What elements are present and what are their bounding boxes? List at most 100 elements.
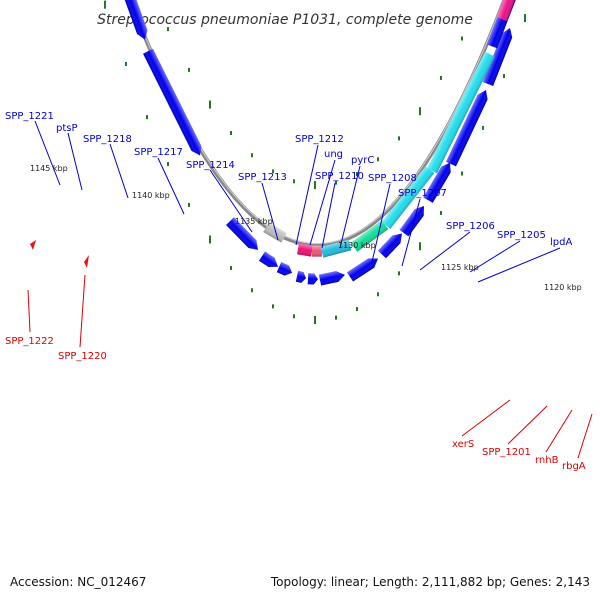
gene-label-spp-1222[interactable]: SPP_1222 [5,336,54,347]
backbone-line [128,0,507,248]
gene-label-spp-1218[interactable]: SPP_1218 [83,134,132,145]
gene-label-spp-1205[interactable]: SPP_1205 [497,230,546,241]
gene-label-spp-1210[interactable]: SPP_1210 [315,171,364,182]
leader-line [577,413,593,459]
gene-spp-1218 [143,48,202,156]
gene-ung [295,270,307,283]
leader-line [79,274,86,348]
leader-line [545,409,573,453]
gene-forward-small-b [307,273,319,285]
gene-spp-1208-shading [399,206,425,237]
gene-rna-pink-shading [311,245,323,257]
leader-line [261,182,279,241]
leader-line [401,198,421,267]
leader-line [419,231,471,271]
gene-spp-1207b [381,166,435,229]
gene-forward-small-a [276,262,292,276]
gene-spp-1213-shading [226,217,258,250]
gene-rna-magenta [297,243,313,257]
gene-label-lpda[interactable]: lpdA [550,237,572,248]
label-leader-lines [27,120,593,459]
gene-rna-pink [311,245,323,257]
leader-line [67,132,83,191]
gene-ptsp [89,0,148,40]
gene-spp-1208 [399,206,425,237]
leader-line [339,165,361,249]
gene-forward-small-c-shading [378,233,402,259]
gene-rna-green-shading [350,220,389,252]
gene-forward-small-c [378,233,402,259]
gene-label-ptsp[interactable]: ptsP [56,123,78,134]
backbone-highlight [130,0,505,245]
kbp-label-1140: 1140 kbp [132,191,170,200]
gene-spp-1210b-shading [320,239,352,258]
leader-line [109,143,129,199]
gene-spp-1210b [320,239,352,258]
gene-spp-1205-shading [482,28,513,86]
gene-forward-small-a-shading [276,262,292,276]
gene-label-spp-1217[interactable]: SPP_1217 [134,147,183,158]
gene-label-spp-1206[interactable]: SPP_1206 [446,221,495,232]
accession-text: Accession: NC_012467 [10,575,146,589]
gene-label-spp-1213[interactable]: SPP_1213 [238,172,287,183]
leader-line [477,247,561,283]
gene-spp-1210-shading [318,271,346,286]
gene-xers [496,0,531,22]
gene-label-spp-1208[interactable]: SPP_1208 [368,173,417,184]
gene-forward-small-b-shading [307,273,319,285]
gene-pyrc-shading [346,258,379,282]
gene-spp-1205 [482,28,513,86]
gene-rna-magenta-shading [297,243,313,257]
gene-label-rnhb[interactable]: rnhB [535,455,559,466]
map-title: Streptococcus pneumoniae P1031, complete… [97,12,473,28]
genome-summary-text: Topology: linear; Length: 2,111,882 bp; … [270,575,590,589]
leader-line [461,399,511,437]
gene-label-spp-1201[interactable]: SPP_1201 [482,447,531,458]
genome-backbone [128,0,507,248]
gene-features [30,0,531,286]
gene-pyrc [346,258,379,282]
leader-line [507,405,548,445]
gene-label-spp-1220[interactable]: SPP_1220 [58,351,107,362]
gene-label-pyrc[interactable]: pyrC [351,155,374,166]
gene-spp-1222-marker [30,240,36,250]
gene-pseudo-grey [263,222,287,243]
gene-spp-1212-shading [258,251,279,268]
gene-label-xers[interactable]: xerS [452,439,474,450]
gene-spp-1206 [446,89,488,167]
gene-spp-1207 [423,162,451,203]
leader-line [469,240,521,273]
leader-line [321,182,336,249]
gene-label-spp-1212[interactable]: SPP_1212 [295,134,344,145]
scale-ticks [104,0,526,325]
gene-label-spp-1221[interactable]: SPP_1221 [5,111,54,122]
kbp-label-1135: 1135 kbp [235,217,273,226]
gene-lpda-region [427,51,495,174]
leader-line [295,144,319,246]
leader-line [209,169,253,233]
leader-line [34,120,61,186]
gene-ptsp-shading [89,0,148,40]
gene-rna-green [350,220,389,252]
gene-label-ung[interactable]: ung [324,149,343,160]
gene-label-rbga[interactable]: rbgA [562,461,586,472]
kbp-label-1120: 1120 kbp [544,283,582,292]
gene-spp-1207b-shading [381,166,435,229]
gene-spp-1220 [84,255,89,268]
gene-xers-shading [496,0,531,22]
gene-spp-1212 [258,251,279,268]
leader-line [157,157,185,215]
gene-spp-1210 [318,271,346,286]
leader-line [309,159,336,246]
gene-spp-1206-shading [446,89,488,167]
gene-spp-1218-shading [143,48,202,156]
gene-label-spp-1214[interactable]: SPP_1214 [186,160,235,171]
gene-label-spp-1207[interactable]: SPP_1207 [398,188,447,199]
kbp-label-1125: 1125 kbp [441,263,479,272]
gene-pseudo-grey-shading [263,222,287,243]
kbp-label-1145: 1145 kbp [30,164,68,173]
leader-line [371,183,391,263]
gene-spp-1213 [226,217,258,250]
leader-line [27,289,31,333]
